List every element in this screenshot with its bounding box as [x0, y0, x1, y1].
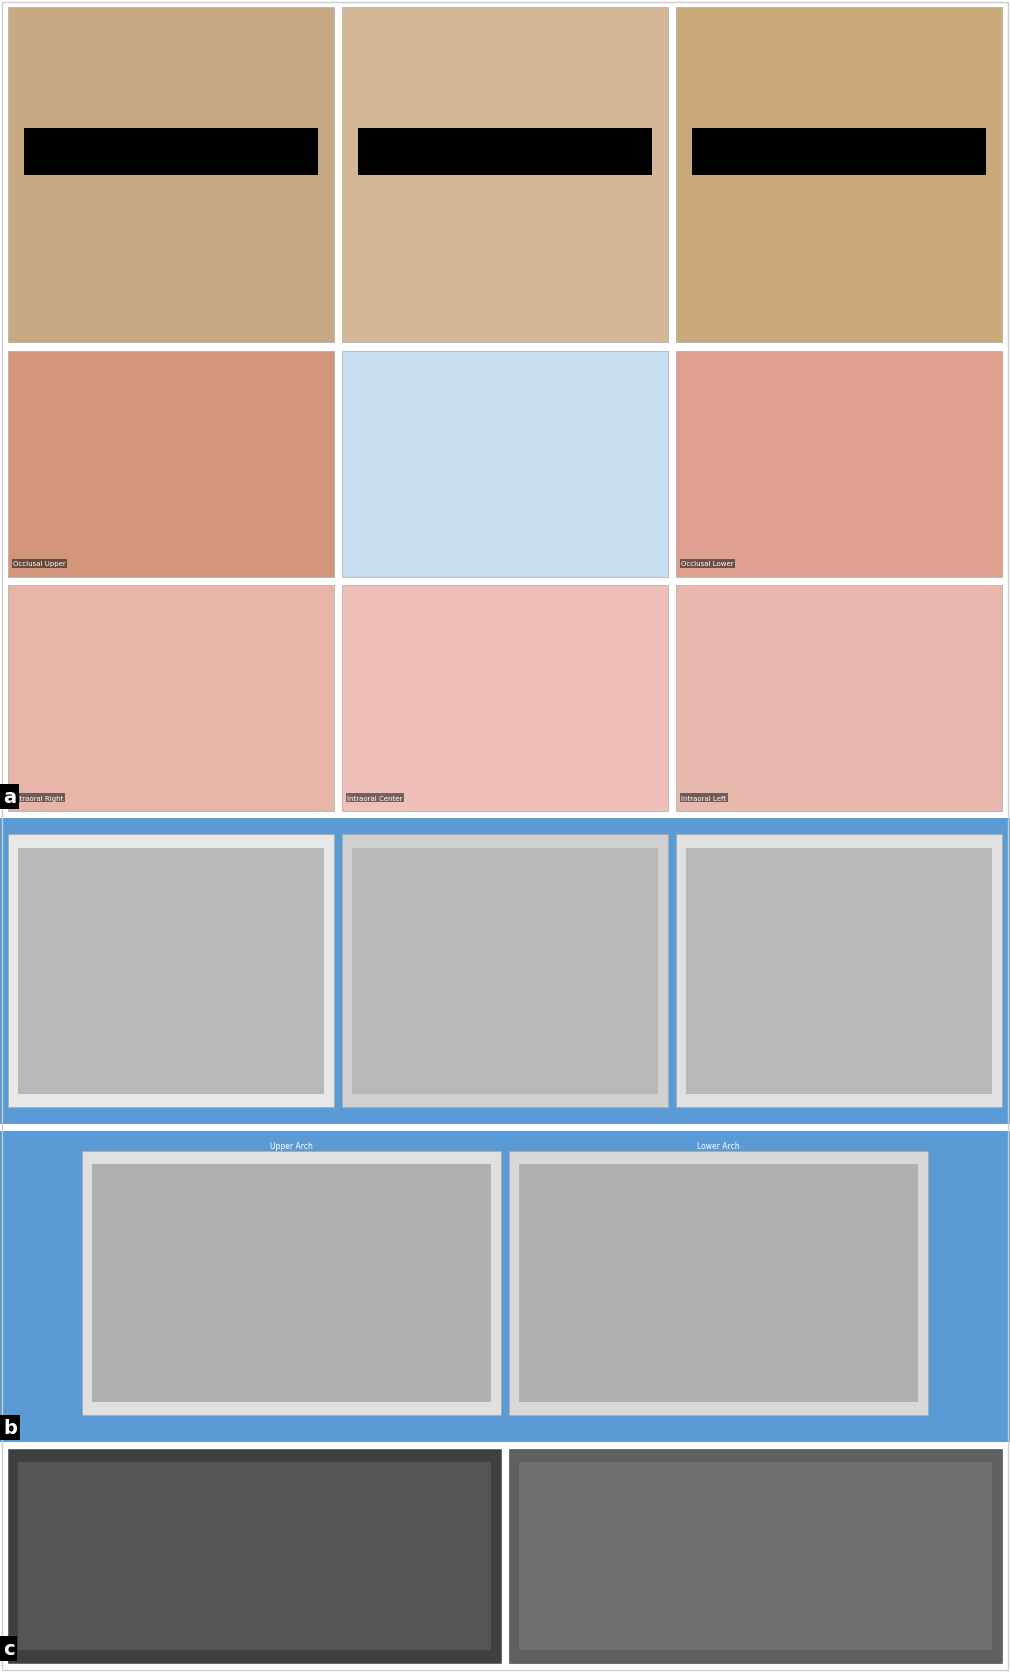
Text: Lower Arch: Lower Arch — [697, 1141, 740, 1149]
FancyBboxPatch shape — [8, 586, 334, 811]
FancyBboxPatch shape — [676, 835, 1002, 1108]
FancyBboxPatch shape — [18, 848, 324, 1094]
FancyBboxPatch shape — [359, 129, 651, 176]
FancyBboxPatch shape — [0, 818, 1010, 1124]
FancyBboxPatch shape — [92, 1164, 491, 1402]
FancyBboxPatch shape — [519, 1462, 992, 1650]
FancyBboxPatch shape — [519, 1164, 918, 1402]
Text: a: a — [3, 788, 16, 806]
Text: Occlusal Lower: Occlusal Lower — [681, 560, 733, 567]
FancyBboxPatch shape — [676, 586, 1002, 811]
FancyBboxPatch shape — [0, 1131, 1010, 1442]
FancyBboxPatch shape — [24, 129, 318, 176]
FancyBboxPatch shape — [342, 351, 668, 577]
FancyBboxPatch shape — [8, 8, 334, 343]
Text: Upper Arch: Upper Arch — [270, 1141, 313, 1149]
FancyBboxPatch shape — [509, 1449, 1002, 1663]
FancyBboxPatch shape — [676, 8, 1002, 343]
FancyBboxPatch shape — [342, 8, 668, 343]
FancyBboxPatch shape — [18, 1462, 491, 1650]
Text: Intraoral Right: Intraoral Right — [13, 795, 64, 801]
FancyBboxPatch shape — [8, 1449, 501, 1663]
FancyBboxPatch shape — [8, 351, 334, 577]
Text: b: b — [3, 1419, 17, 1437]
FancyBboxPatch shape — [352, 848, 658, 1094]
FancyBboxPatch shape — [342, 586, 668, 811]
FancyBboxPatch shape — [82, 1151, 501, 1415]
Text: Intraoral Left: Intraoral Left — [681, 795, 726, 801]
Text: Occlusal Upper: Occlusal Upper — [13, 560, 66, 567]
Text: c: c — [3, 1640, 15, 1658]
FancyBboxPatch shape — [692, 129, 986, 176]
FancyBboxPatch shape — [342, 835, 668, 1108]
FancyBboxPatch shape — [8, 835, 334, 1108]
FancyBboxPatch shape — [686, 848, 992, 1094]
FancyBboxPatch shape — [676, 351, 1002, 577]
FancyBboxPatch shape — [509, 1151, 928, 1415]
Text: Intraoral Center: Intraoral Center — [347, 795, 402, 801]
